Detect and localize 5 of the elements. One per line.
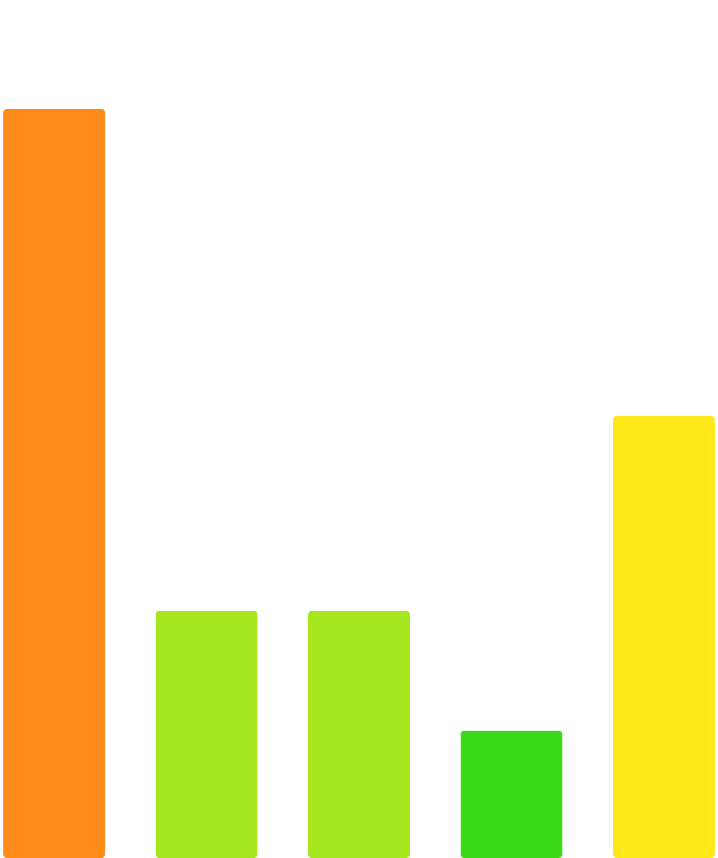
bar <box>3 108 106 858</box>
bar <box>155 610 258 858</box>
bar <box>612 415 715 858</box>
bar <box>460 730 563 858</box>
bar <box>307 610 411 858</box>
